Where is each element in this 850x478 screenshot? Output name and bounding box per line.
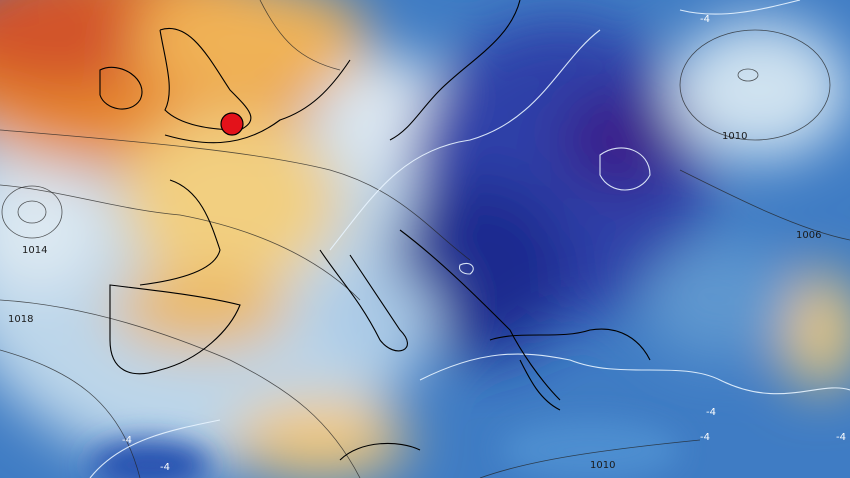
isobar-label: 1018 — [8, 314, 33, 325]
location-marker — [220, 112, 244, 136]
isobar-label: 1006 — [796, 230, 821, 241]
temperature-label: -4 — [160, 462, 170, 473]
labels: 1014 1018 1010 1006 1010 -4 -4 -4 -4 -4 … — [8, 14, 846, 473]
temperature-contours — [89, 0, 850, 478]
temperature-label: -4 — [122, 435, 132, 446]
isobar-label: 1010 — [722, 131, 747, 142]
temperature-label: -4 — [700, 432, 710, 443]
isobar-label: 1014 — [22, 245, 47, 256]
temperature-label: -4 — [836, 432, 846, 443]
temperature-label: -4 — [700, 14, 710, 25]
coastlines — [99, 0, 651, 461]
temperature-label: -4 — [706, 407, 716, 418]
isobar-label: 1010 — [590, 460, 615, 471]
